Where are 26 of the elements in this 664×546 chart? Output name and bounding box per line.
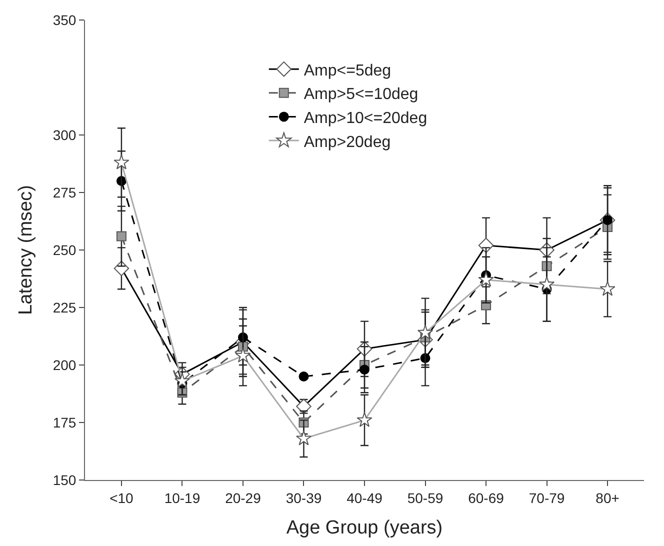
x-tick-label: 50-59: [407, 490, 444, 506]
y-tick-label: 275: [52, 184, 76, 200]
y-tick-label: 350: [52, 12, 76, 28]
legend-label: Amp<=5deg: [304, 62, 392, 80]
x-tick-label: 20-29: [225, 490, 262, 506]
x-tick-label: 30-39: [286, 490, 322, 506]
y-tick-label: 300: [52, 126, 76, 143]
x-axis-title: Age Group (years): [286, 518, 443, 539]
x-tick-label: 70-79: [528, 490, 565, 506]
legend-label: Amp>20deg: [304, 134, 391, 151]
y-axis-title: Latency (msec): [16, 185, 37, 315]
point: [360, 364, 370, 375]
x-tick-label: 60-69: [468, 490, 504, 506]
point: [298, 372, 309, 382]
y-tick-label: 250: [52, 242, 76, 258]
y-tick-label: 175: [52, 414, 76, 430]
y-tick-label: 225: [52, 299, 76, 316]
y-tick-label: 150: [52, 472, 76, 488]
x-tick-label: 10-19: [164, 490, 200, 506]
x-tick-label: 80+: [596, 490, 620, 506]
legend-label: Amp>10<=20deg: [304, 110, 428, 127]
legend-label: Amp>5<=10deg: [304, 86, 418, 104]
x-tick-label: 40-49: [346, 490, 383, 506]
x-tick-label: <10: [110, 490, 134, 506]
y-tick-label: 200: [52, 356, 76, 373]
point: [116, 231, 126, 242]
